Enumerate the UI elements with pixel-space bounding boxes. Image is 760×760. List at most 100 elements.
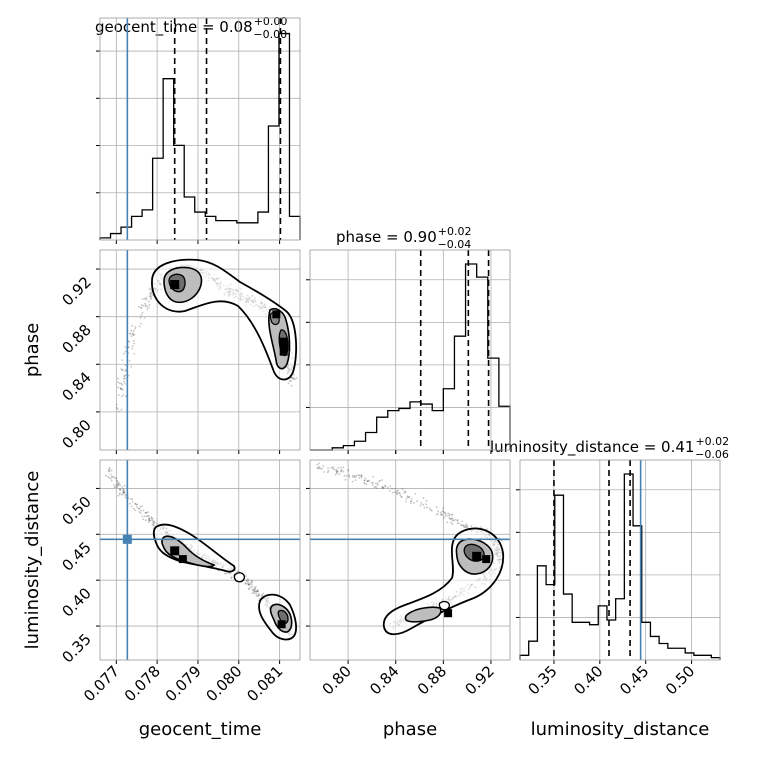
sample-point	[124, 374, 127, 377]
sample-point	[107, 475, 109, 478]
sample-point	[120, 395, 123, 398]
sample-point	[122, 489, 125, 491]
density-peak	[170, 280, 180, 290]
sample-point	[340, 466, 342, 469]
grid	[100, 18, 300, 240]
sample-point	[327, 469, 330, 472]
sample-point	[391, 491, 394, 494]
sample-point	[118, 382, 121, 385]
sample-point	[116, 482, 119, 484]
sample-point	[498, 537, 501, 539]
sample-point	[381, 487, 384, 489]
sample-point	[344, 478, 347, 481]
sample-point	[465, 525, 467, 528]
sample-point	[441, 514, 443, 516]
y-axis-label-phase: phase	[22, 323, 43, 377]
sample-point	[352, 474, 354, 477]
sample-point	[147, 521, 150, 523]
sample-point	[414, 493, 417, 495]
sample-point	[258, 594, 261, 596]
sample-point	[130, 505, 133, 508]
sample-point	[347, 470, 350, 472]
sample-point	[246, 582, 249, 584]
sample-point	[116, 483, 119, 486]
sample-point	[107, 470, 110, 473]
sample-point	[148, 520, 151, 522]
density-peaks	[170, 280, 288, 356]
sample-point	[122, 369, 124, 372]
y-tick-label: 0.40	[58, 584, 94, 620]
sample-point	[317, 467, 320, 469]
sample-point	[250, 581, 253, 584]
sample-point	[363, 482, 366, 484]
sample-point	[290, 379, 292, 382]
quantile-lines	[553, 460, 631, 660]
sample-point	[249, 586, 252, 589]
sample-point	[430, 509, 433, 512]
sample-point	[441, 510, 444, 513]
sample-point	[253, 590, 256, 593]
sample-point	[140, 307, 143, 309]
sample-point	[119, 484, 122, 487]
sample-point	[120, 368, 123, 370]
sample-point	[124, 370, 127, 373]
sample-point	[360, 474, 363, 476]
sample-point	[374, 486, 377, 488]
sample-point	[148, 300, 150, 303]
sample-point	[148, 519, 150, 522]
sample-point	[140, 322, 143, 325]
sample-point	[129, 498, 132, 500]
sample-point	[138, 305, 141, 308]
sample-point	[117, 494, 120, 497]
sample-point	[124, 350, 127, 353]
contour-mid	[161, 535, 216, 568]
sample-point	[134, 509, 137, 512]
sample-point	[150, 516, 153, 519]
sample-point	[378, 480, 380, 483]
sample-point	[147, 515, 150, 517]
sample-point	[133, 342, 136, 345]
sample-point	[337, 466, 340, 469]
sample-point	[389, 485, 392, 488]
sample-point	[128, 340, 131, 343]
sample-point	[403, 491, 406, 494]
sample-point	[132, 507, 135, 510]
sample-point	[318, 467, 320, 470]
sample-point	[439, 511, 442, 514]
sample-point	[148, 517, 151, 520]
sample-point	[462, 524, 465, 527]
sample-point	[382, 486, 385, 489]
sample-point	[358, 476, 361, 479]
sample-point	[130, 365, 133, 368]
sample-point	[461, 520, 463, 523]
sample-point	[151, 517, 154, 520]
grid	[520, 460, 720, 660]
sample-point	[116, 486, 119, 489]
sample-point	[348, 474, 350, 477]
sample-point	[355, 474, 358, 477]
sample-point	[148, 295, 151, 298]
sample-point	[118, 481, 120, 484]
sample-point	[121, 383, 123, 386]
sample-point	[133, 353, 136, 355]
sample-point	[136, 506, 139, 509]
sample-point	[394, 488, 397, 490]
sample-point	[132, 333, 135, 335]
sample-point	[251, 592, 254, 595]
contour-small	[438, 600, 450, 611]
density-peak	[482, 555, 491, 564]
sample-point	[351, 476, 354, 478]
sample-point	[110, 469, 113, 472]
sample-point	[396, 493, 399, 496]
sample-point	[107, 468, 110, 471]
sample-point	[249, 582, 252, 585]
sample-point	[247, 580, 250, 583]
sample-point	[451, 517, 453, 520]
x-tick-label: 0.80	[319, 662, 355, 698]
sample-point	[256, 590, 258, 593]
sample-point	[340, 469, 343, 472]
sample-point	[142, 509, 145, 512]
x-tick-label: 0.92	[461, 662, 497, 698]
sample-point	[146, 305, 149, 307]
sample-point	[113, 484, 115, 486]
